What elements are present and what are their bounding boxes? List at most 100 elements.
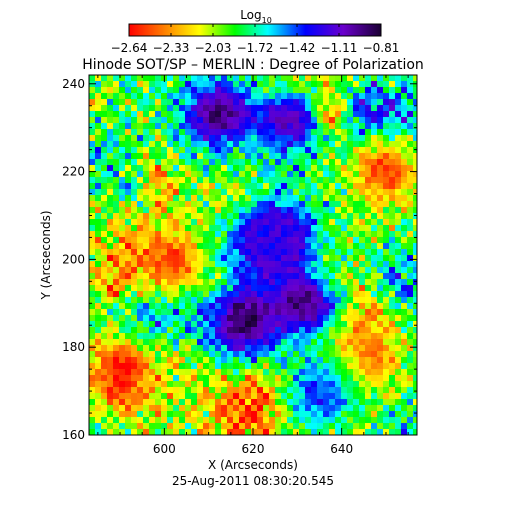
heatmap-cell <box>155 255 161 261</box>
heatmap-cell <box>413 117 417 123</box>
heatmap-cell <box>401 387 407 393</box>
heatmap-cell <box>263 105 269 111</box>
heatmap-cell <box>263 177 269 183</box>
heatmap-cell <box>203 255 209 261</box>
heatmap-cell <box>371 159 377 165</box>
heatmap-cell <box>107 273 113 279</box>
heatmap-cell <box>167 117 173 123</box>
heatmap-cell <box>389 345 395 351</box>
heatmap-cell <box>269 363 275 369</box>
heatmap-cell <box>341 111 347 117</box>
heatmap-cell <box>293 285 299 291</box>
heatmap-cell <box>377 183 383 189</box>
heatmap-cell <box>185 249 191 255</box>
heatmap-cell <box>329 357 335 363</box>
heatmap-cell <box>335 315 341 321</box>
heatmap-cell <box>185 225 191 231</box>
heatmap-cell <box>359 93 365 99</box>
heatmap-cell <box>203 207 209 213</box>
heatmap-cell <box>119 297 125 303</box>
heatmap-cell <box>173 369 179 375</box>
heatmap-cell <box>251 81 257 87</box>
heatmap-cell <box>227 285 233 291</box>
heatmap-cell <box>185 183 191 189</box>
heatmap-cell <box>287 429 293 435</box>
heatmap-cell <box>245 111 251 117</box>
heatmap-cell <box>221 219 227 225</box>
heatmap-cell <box>317 405 323 411</box>
heatmap-cell <box>341 357 347 363</box>
heatmap-cell <box>353 315 359 321</box>
heatmap-cell <box>209 285 215 291</box>
heatmap-cell <box>185 375 191 381</box>
heatmap-cell <box>137 105 143 111</box>
heatmap-cell <box>95 99 101 105</box>
heatmap-cell <box>149 153 155 159</box>
heatmap-cell <box>233 327 239 333</box>
heatmap-cell <box>167 237 173 243</box>
heatmap-cell <box>191 399 197 405</box>
heatmap-cell <box>113 267 119 273</box>
heatmap-cell <box>149 165 155 171</box>
heatmap-cell <box>329 423 335 429</box>
heatmap-cell <box>137 237 143 243</box>
heatmap-cell <box>383 141 389 147</box>
heatmap-cell <box>341 429 347 435</box>
heatmap-cell <box>131 147 137 153</box>
heatmap-cell <box>317 135 323 141</box>
heatmap-cell <box>245 225 251 231</box>
heatmap-cell <box>293 387 299 393</box>
heatmap-cell <box>353 393 359 399</box>
heatmap-cell <box>137 309 143 315</box>
heatmap-cell <box>155 135 161 141</box>
heatmap-cell <box>323 225 329 231</box>
heatmap-cell <box>347 321 353 327</box>
heatmap-cell <box>89 297 95 303</box>
heatmap-cell <box>305 123 311 129</box>
heatmap-cell <box>329 363 335 369</box>
heatmap-cell <box>275 147 281 153</box>
heatmap-cell <box>209 279 215 285</box>
heatmap-cell <box>257 75 263 81</box>
heatmap-cell <box>347 429 353 435</box>
heatmap-cell <box>383 273 389 279</box>
heatmap-cell <box>383 321 389 327</box>
heatmap-cell <box>155 159 161 165</box>
heatmap-cell <box>227 417 233 423</box>
heatmap-cell <box>155 195 161 201</box>
heatmap-cell <box>323 399 329 405</box>
heatmap-cell <box>407 189 413 195</box>
heatmap-cell <box>293 345 299 351</box>
heatmap-cell <box>257 255 263 261</box>
heatmap-cell <box>329 399 335 405</box>
heatmap-cell <box>335 279 341 285</box>
heatmap-cell <box>107 183 113 189</box>
heatmap-cell <box>263 417 269 423</box>
heatmap-cell <box>221 249 227 255</box>
heatmap-cell <box>155 75 161 81</box>
heatmap-cell <box>113 231 119 237</box>
heatmap-cell <box>353 261 359 267</box>
heatmap-cell <box>239 381 245 387</box>
y-tick-label: 220 <box>62 165 85 179</box>
heatmap-cell <box>203 285 209 291</box>
heatmap-cell <box>275 417 281 423</box>
heatmap-cell <box>311 387 317 393</box>
heatmap-cell <box>329 393 335 399</box>
heatmap-cell <box>359 267 365 273</box>
heatmap-cell <box>209 321 215 327</box>
heatmap-cell <box>125 357 131 363</box>
heatmap-cell <box>341 249 347 255</box>
heatmap-cell <box>191 303 197 309</box>
heatmap-cell <box>377 357 383 363</box>
heatmap-cell <box>275 135 281 141</box>
heatmap-cell <box>161 411 167 417</box>
heatmap-cell <box>329 309 335 315</box>
heatmap-cell <box>155 153 161 159</box>
heatmap-cell <box>353 231 359 237</box>
heatmap-cell <box>275 129 281 135</box>
heatmap-cell <box>275 201 281 207</box>
heatmap-cell <box>95 159 101 165</box>
heatmap-cell <box>251 219 257 225</box>
heatmap-cell <box>173 399 179 405</box>
